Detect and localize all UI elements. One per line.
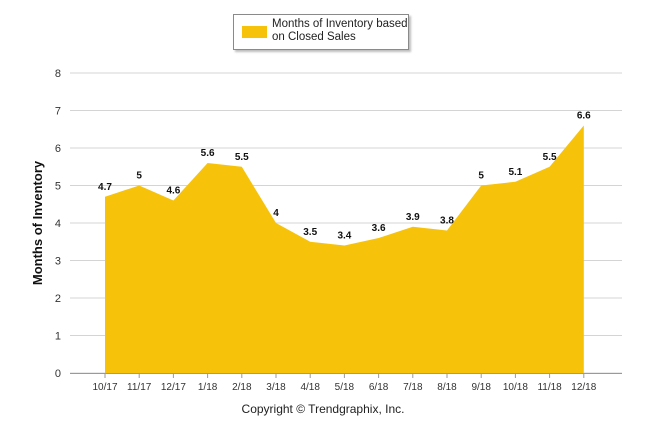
legend-swatch — [242, 26, 267, 38]
y-tick-label: 7 — [55, 106, 61, 118]
y-tick-label: 4 — [55, 218, 61, 230]
data-label: 5 — [478, 171, 484, 182]
copyright-text: Copyright © Trendgraphix, Inc. — [241, 402, 405, 416]
x-tick-label: 9/18 — [471, 382, 491, 393]
y-tick-label: 6 — [55, 143, 61, 155]
y-tick-label: 0 — [55, 368, 61, 380]
y-tick-label: 8 — [55, 68, 61, 80]
data-label: 4 — [273, 208, 279, 219]
legend-label-line1: Months of Inventory based — [272, 18, 408, 30]
data-label: 5.5 — [235, 152, 249, 163]
x-tick-label: 5/18 — [335, 382, 355, 393]
x-tick-label: 6/18 — [369, 382, 389, 393]
data-label: 6.6 — [577, 111, 591, 122]
x-tick-label: 10/18 — [503, 382, 528, 393]
data-labels: 4.7 5 4.6 5.6 5.5 4 3.5 3.4 3.6 3.9 3.8 5 5.1 5.5 6.6 — [98, 111, 591, 242]
x-tick-label: 4/18 — [300, 382, 320, 393]
x-tick-labels: 10/17 11/17 12/17 1/18 2/18 3/18 4/18 5/18 6/18 7… — [92, 382, 596, 393]
x-tick-label: 12/18 — [571, 382, 596, 393]
y-tick-label: 2 — [55, 293, 61, 305]
y-tick-labels: 0 1 2 3 4 5 6 7 8 — [55, 68, 61, 380]
data-label: 3.8 — [440, 216, 454, 227]
y-tick-label: 3 — [55, 256, 61, 268]
legend: Months of Inventory based on Closed Sale… — [233, 14, 409, 50]
data-label: 4.6 — [166, 186, 180, 197]
y-tick-label: 5 — [55, 181, 61, 193]
y-axis-label: Months of Inventory — [30, 160, 45, 285]
y-tick-label: 1 — [55, 331, 61, 343]
x-tick-label: 2/18 — [232, 382, 252, 393]
x-tick-label: 7/18 — [403, 382, 423, 393]
data-label: 5 — [136, 171, 142, 182]
x-tick-label: 3/18 — [266, 382, 286, 393]
legend-label-line2: on Closed Sales — [272, 31, 356, 43]
data-label: 3.4 — [337, 231, 351, 242]
data-label: 5.1 — [508, 167, 522, 178]
x-tick-label: 11/18 — [537, 382, 562, 393]
data-label: 4.7 — [98, 182, 112, 193]
data-label: 3.9 — [406, 212, 420, 223]
data-label: 5.6 — [201, 148, 215, 159]
data-label: 3.5 — [303, 227, 317, 238]
x-tick-label: 11/17 — [127, 382, 152, 393]
data-label: 3.6 — [372, 223, 386, 234]
area-series — [105, 125, 584, 373]
x-axis — [70, 373, 622, 378]
x-tick-label: 8/18 — [437, 382, 457, 393]
data-label: 5.5 — [543, 152, 557, 163]
x-tick-label: 10/17 — [92, 382, 117, 393]
x-tick-label: 12/17 — [161, 382, 186, 393]
legend-label: Months of Inventory based on Closed Sale… — [272, 18, 408, 44]
x-tick-label: 1/18 — [198, 382, 218, 393]
